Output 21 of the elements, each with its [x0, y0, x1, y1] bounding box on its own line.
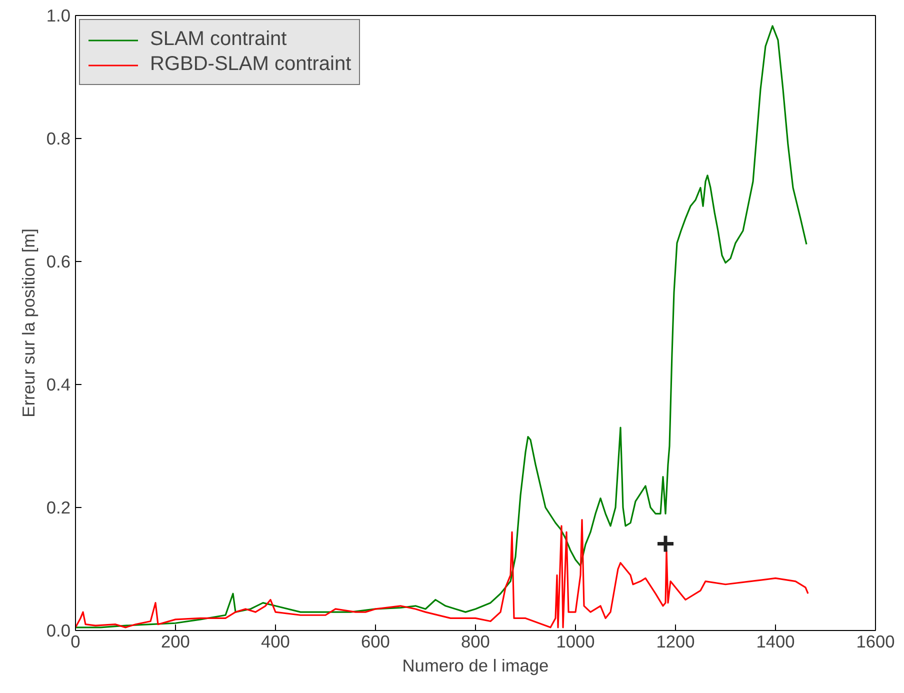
x-tick-label: 200 — [161, 632, 190, 652]
y-tick-label: 0.8 — [46, 128, 71, 148]
x-tick-label: 800 — [461, 632, 490, 652]
y-tick-label: 0.4 — [46, 374, 71, 394]
x-tick-label: 600 — [361, 632, 390, 652]
line-series — [76, 519, 809, 628]
x-tick-label: 1600 — [856, 632, 895, 652]
legend-label: SLAM contraint — [150, 28, 287, 51]
y-tick-label: 0.0 — [46, 620, 71, 640]
y-tick-label: 0.6 — [46, 252, 71, 272]
x-tick-label: 0 — [70, 632, 80, 652]
y-tick-label: 0.2 — [46, 498, 71, 518]
x-tick-label: 1400 — [756, 632, 795, 652]
line-series — [76, 25, 808, 628]
x-tick-label: 1000 — [556, 632, 595, 652]
x-tick-label: 400 — [261, 632, 290, 652]
x-axis-title: Numero de l image — [402, 656, 549, 676]
y-tick-label: 1.0 — [46, 6, 71, 26]
legend-label: RGBD-SLAM contraint — [150, 53, 352, 76]
x-tick-label: 1200 — [656, 632, 695, 652]
y-axis-title: Erreur sur la position [m] — [18, 228, 38, 418]
